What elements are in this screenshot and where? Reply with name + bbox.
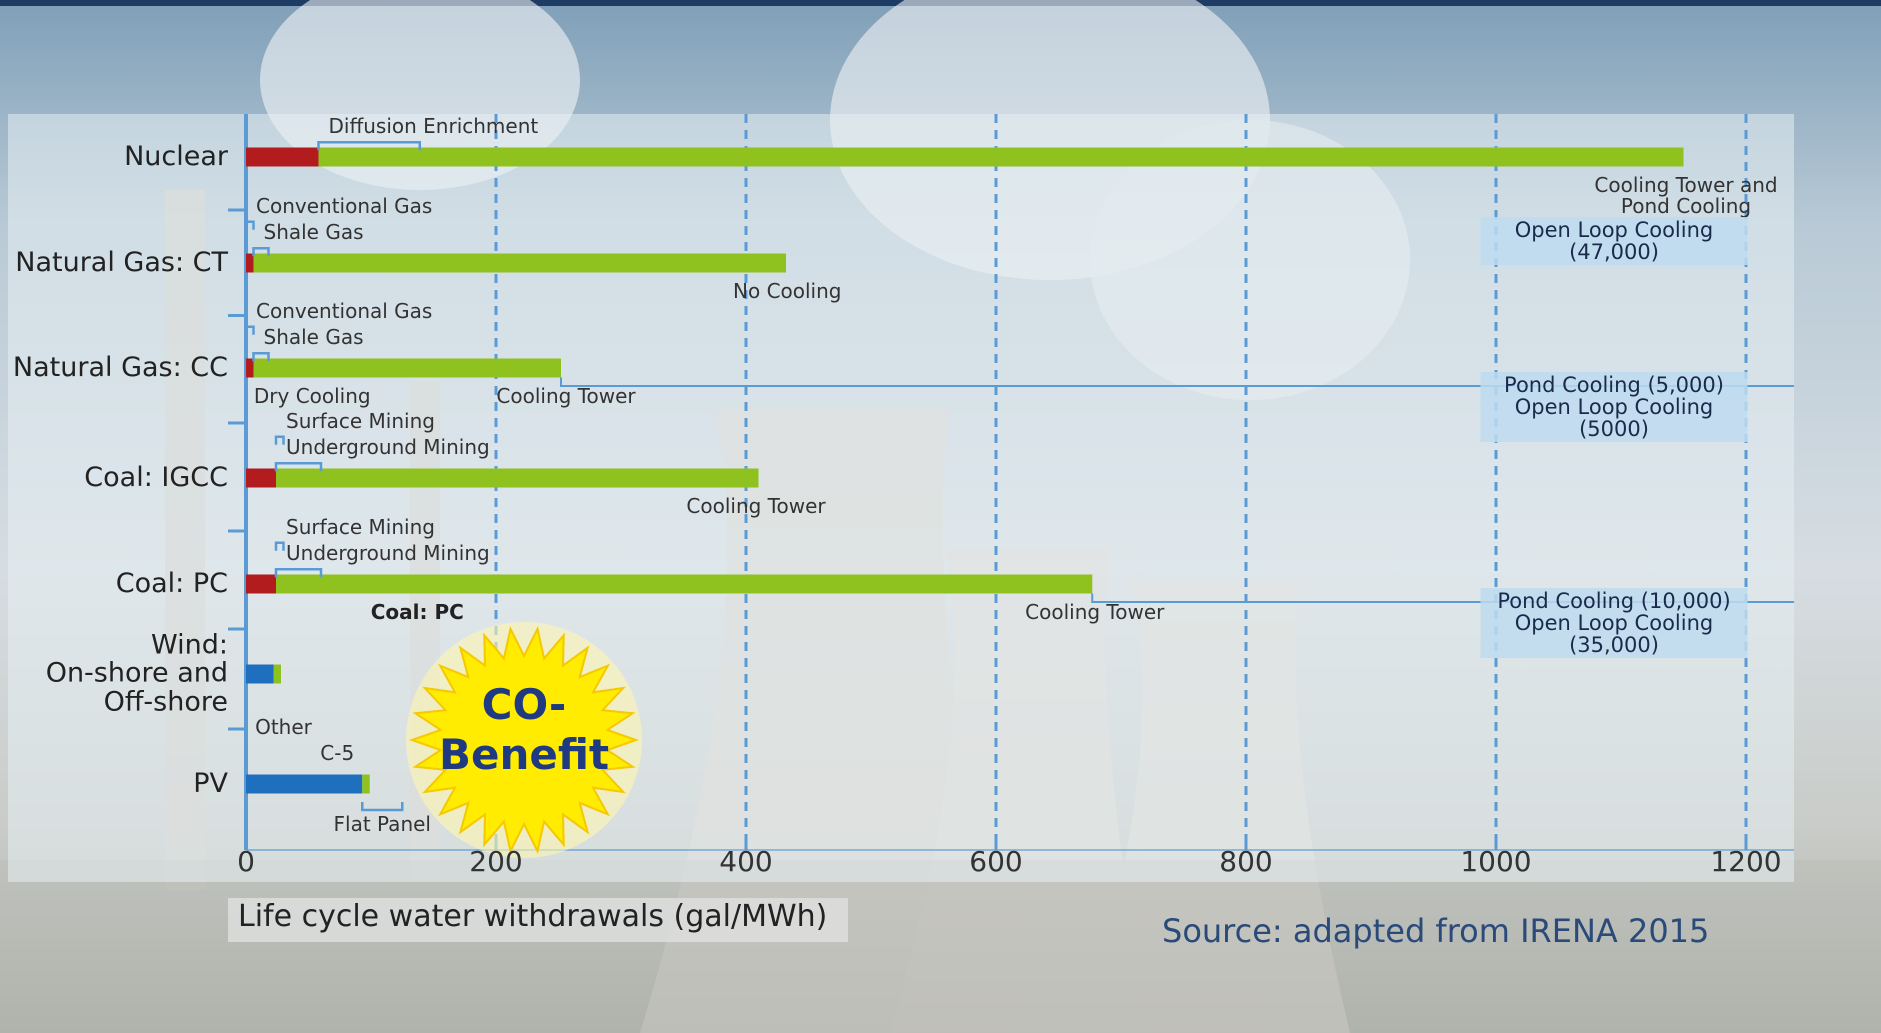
annotation: Surface Mining: [286, 517, 435, 538]
source-note: Source: adapted from IRENA 2015: [1162, 915, 1709, 947]
bar-segment: [254, 254, 787, 273]
bar-segment: [246, 359, 254, 378]
bar-segment: [246, 575, 276, 594]
x-tick-label: 1200: [1710, 848, 1781, 876]
offscale-box: Open Loop Cooling (47,000): [1481, 217, 1748, 265]
annotation: Shale Gas: [264, 327, 364, 348]
x-axis-title: Life cycle water withdrawals (gal/MWh): [238, 902, 827, 932]
offscale-box: Pond Cooling (5,000) Open Loop Cooling (…: [1481, 372, 1748, 442]
category-label: PV: [193, 770, 228, 798]
x-tick-label: 600: [969, 848, 1022, 876]
bar-segment: [362, 775, 370, 794]
bar-segment: [276, 469, 759, 488]
annotation: Underground Mining: [286, 543, 490, 564]
page: Life cycle water withdrawals html, body …: [0, 0, 1881, 1033]
bar-segment: [319, 148, 1684, 167]
annotation: Coal: PC: [371, 602, 464, 623]
chart: [0, 0, 1881, 1033]
annotation: Cooling Tower and Pond Cooling: [1594, 175, 1777, 217]
annotation: Cooling Tower: [496, 386, 635, 407]
bar-segment: [246, 665, 274, 684]
x-tick-label: 200: [469, 848, 522, 876]
bar-segment: [246, 469, 276, 488]
annotation: Underground Mining: [286, 437, 490, 458]
category-label: Natural Gas: CT: [15, 249, 228, 277]
body: {"chart_data": { "type": "bar", "orienta…: [0, 0, 1881, 1033]
annotation: Cooling Tower: [1025, 602, 1164, 623]
callout-text: CO- Benefit: [424, 680, 624, 781]
offscale-box: Pond Cooling (10,000) Open Loop Cooling …: [1481, 588, 1748, 658]
x-tick-label: 800: [1219, 848, 1272, 876]
x-tick-label: 0: [237, 848, 255, 876]
annotation: Conventional Gas: [256, 301, 432, 322]
x-tick-label: 400: [719, 848, 772, 876]
annotation: Surface Mining: [286, 411, 435, 432]
annotation: Diffusion Enrichment: [329, 116, 539, 137]
bar-segment: [246, 254, 254, 273]
annotation: Flat Panel: [334, 814, 431, 835]
category-label: Coal: PC: [116, 570, 228, 598]
x-tick-label: 1000: [1460, 848, 1531, 876]
category-label: Wind: On-shore and Off-shore: [46, 631, 228, 716]
bar-segment: [246, 148, 319, 167]
annotation: Other: [255, 717, 312, 738]
bar-segment: [276, 575, 1092, 594]
annotation: Shale Gas: [264, 222, 364, 243]
bar-segment: [274, 665, 282, 684]
category-label: Nuclear: [124, 143, 228, 171]
category-label: Natural Gas: CC: [13, 354, 228, 382]
annotation: Conventional Gas: [256, 196, 432, 217]
category-label: Coal: IGCC: [84, 464, 228, 492]
annotation: C-5: [320, 743, 354, 764]
annotation: Cooling Tower: [686, 496, 825, 517]
annotation: Dry Cooling: [254, 386, 371, 407]
bar-segment: [254, 359, 562, 378]
bar-segment: [246, 775, 362, 794]
slide: Life cycle water withdrawals (gal/MWh) S…: [0, 0, 1881, 1033]
annotation: No Cooling: [733, 281, 841, 302]
